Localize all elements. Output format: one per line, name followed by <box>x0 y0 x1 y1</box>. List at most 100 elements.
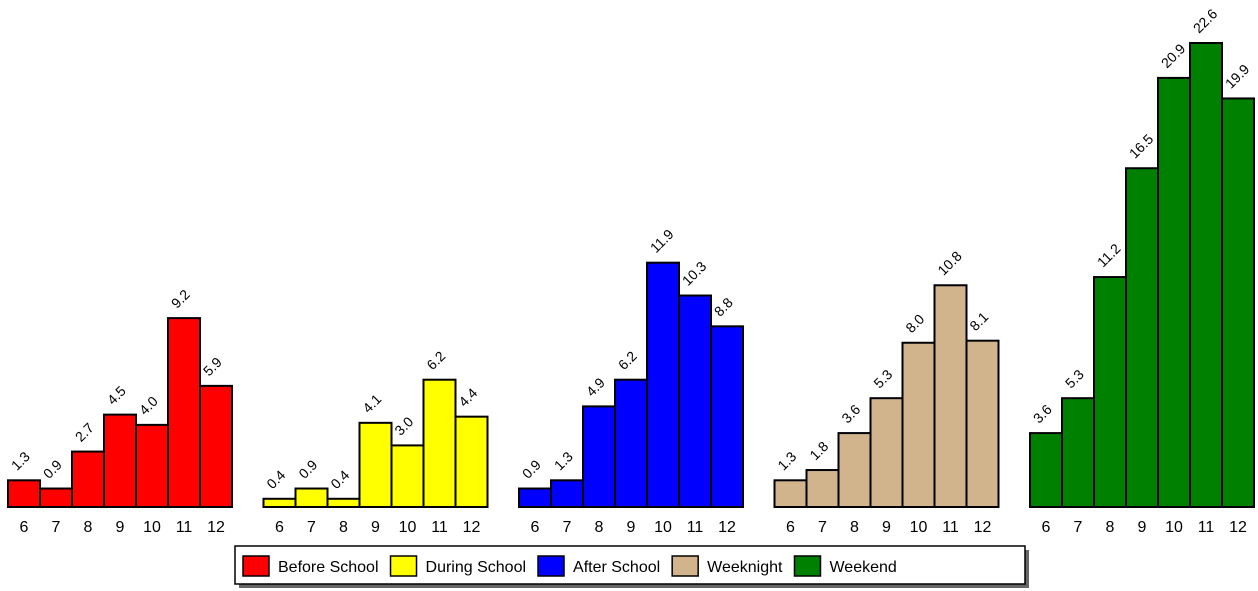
bar <box>773 479 808 508</box>
x-tick-label: 11 <box>176 519 193 536</box>
data-label: 8.0 <box>902 311 927 336</box>
x-tick-label: 9 <box>1138 519 1147 536</box>
legend-label: Before School <box>278 559 379 576</box>
data-label: 9.2 <box>168 286 193 311</box>
x-tick-label: 9 <box>116 519 125 536</box>
bar <box>294 487 329 509</box>
x-tick-label: 10 <box>143 519 161 536</box>
x-tick-label: 12 <box>463 519 481 536</box>
bar <box>1093 276 1127 508</box>
data-label: 16.5 <box>1126 131 1157 162</box>
x-tick-label: 8 <box>1106 519 1115 536</box>
bar <box>965 339 1000 509</box>
legend-swatch <box>389 555 418 577</box>
bar <box>1221 97 1255 509</box>
bar <box>167 317 201 508</box>
data-label: 0.9 <box>295 456 320 481</box>
bar <box>933 284 968 508</box>
x-tick-label: 7 <box>52 519 61 536</box>
data-label: 1.3 <box>774 448 799 473</box>
x-tick-label: 9 <box>627 519 636 536</box>
x-tick-label: 10 <box>910 519 928 536</box>
x-tick-label: 10 <box>654 519 672 536</box>
data-label: 4.0 <box>136 393 161 418</box>
x-tick-label: 11 <box>1198 519 1215 536</box>
x-tick-label: 8 <box>850 519 859 536</box>
data-label: 8.1 <box>966 309 991 334</box>
legend-label: Weekend <box>829 559 896 576</box>
x-tick-label: 10 <box>1165 519 1183 536</box>
x-tick-label: 12 <box>974 519 992 536</box>
bar <box>710 325 744 508</box>
bar <box>7 479 41 508</box>
x-tick-label: 6 <box>275 519 284 536</box>
bar <box>326 497 361 508</box>
x-tick-label: 7 <box>307 519 316 536</box>
legend-label: Weeknight <box>707 559 783 576</box>
x-tick-label: 9 <box>371 519 380 536</box>
data-label: 2.7 <box>72 419 97 444</box>
x-tick-label: 11 <box>942 519 959 536</box>
x-tick-label: 7 <box>1074 519 1083 536</box>
data-label: 5.9 <box>200 354 225 379</box>
x-tick-label: 6 <box>786 519 795 536</box>
legend-label: During School <box>426 559 527 576</box>
x-tick-label: 7 <box>818 519 827 536</box>
data-label: 4.5 <box>104 383 129 408</box>
legend-swatch <box>671 555 699 577</box>
data-label: 0.4 <box>263 467 288 492</box>
bar <box>454 415 489 509</box>
bar <box>1125 167 1159 508</box>
legend-swatch <box>242 555 270 577</box>
data-label: 6.2 <box>423 348 448 373</box>
data-label: 4.9 <box>583 374 608 399</box>
bar <box>1157 76 1191 509</box>
bar <box>135 423 169 508</box>
data-label: 0.9 <box>519 456 544 481</box>
bar <box>422 378 457 509</box>
bar <box>1189 42 1223 508</box>
legend-label: After School <box>573 559 660 576</box>
x-tick-label: 8 <box>595 519 604 536</box>
bar <box>71 450 105 509</box>
data-label: 20.9 <box>1158 40 1189 71</box>
bar <box>103 413 137 509</box>
data-label: 1.3 <box>8 448 33 473</box>
bar <box>358 421 393 508</box>
data-label: 22.6 <box>1190 5 1221 36</box>
bar <box>1029 432 1063 509</box>
x-tick-label: 11 <box>431 519 448 536</box>
data-label: 6.2 <box>615 348 640 373</box>
x-tick-label: 8 <box>84 519 93 536</box>
x-tick-label: 12 <box>207 519 225 536</box>
x-tick-label: 11 <box>687 519 704 536</box>
bar <box>837 432 872 509</box>
data-label: 3.6 <box>838 401 863 426</box>
data-label: 1.8 <box>806 438 831 463</box>
bar <box>262 497 297 508</box>
bar <box>1061 397 1095 509</box>
legend-swatch <box>793 555 822 577</box>
bar <box>39 487 73 509</box>
data-label: 11.9 <box>647 226 677 256</box>
data-label: 4.4 <box>455 385 480 410</box>
x-tick-label: 6 <box>1042 519 1051 536</box>
x-tick-label: 7 <box>563 519 572 536</box>
data-label: 5.3 <box>870 366 895 391</box>
data-label: 3.6 <box>1030 401 1055 426</box>
bar <box>390 444 425 508</box>
data-label: 5.3 <box>1062 366 1087 391</box>
bar <box>901 341 936 508</box>
x-tick-label: 10 <box>399 519 417 536</box>
x-tick-label: 9 <box>882 519 891 536</box>
bar <box>582 405 616 508</box>
bar <box>646 261 680 509</box>
bar <box>550 479 584 508</box>
data-label: 0.4 <box>327 467 352 492</box>
data-label: 11.2 <box>1094 240 1124 270</box>
data-label: 10.3 <box>679 258 710 289</box>
x-tick-label: 12 <box>718 519 736 536</box>
data-label: 8.8 <box>711 294 736 319</box>
data-label: 10.8 <box>934 248 965 279</box>
